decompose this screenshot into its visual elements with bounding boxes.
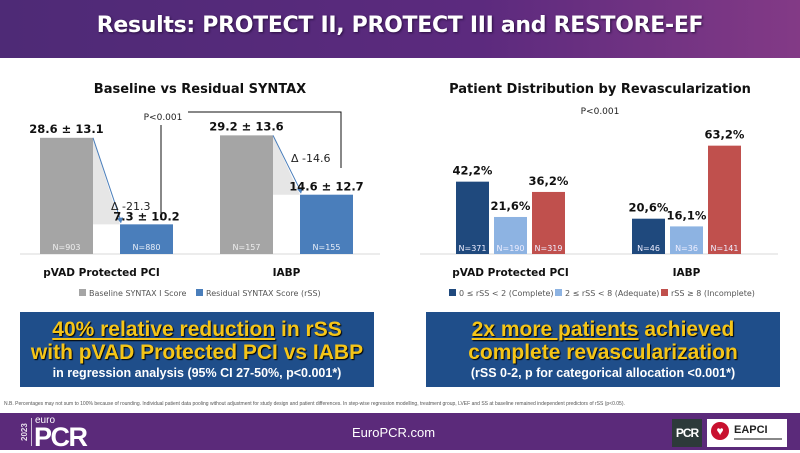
chart-title: Patient Distribution by Revascularizatio… <box>449 82 751 97</box>
logo-euro: euro <box>35 415 56 426</box>
bar-baseline <box>40 137 93 254</box>
chart-title: Baseline vs Residual SYNTAX <box>94 82 306 97</box>
logo-divider <box>31 418 32 446</box>
legend-label: 0 ≤ rSS < 2 (Complete) <box>459 289 554 298</box>
legend-swatch-baseline <box>79 289 86 296</box>
callout-text: in rSS <box>275 318 342 341</box>
bar-incomplete <box>532 191 565 254</box>
n-label: N=371 <box>459 244 487 253</box>
europcr-logo: 2023 euro PCR <box>20 415 110 452</box>
n-label: N=190 <box>497 244 525 253</box>
delta-label: Δ -14.6 <box>291 152 330 165</box>
eapci-logo: ♥ EAPCI <box>707 419 787 447</box>
legend-label-baseline: Baseline SYNTAX I Score <box>89 289 187 298</box>
legend-swatch-residual <box>196 289 203 296</box>
data-label: 63,2% <box>705 128 745 142</box>
data-label-baseline: 29.2 ± 13.6 <box>209 119 283 133</box>
legend-label: rSS ≥ 8 (Incomplete) <box>671 289 755 298</box>
data-label-baseline: 28.6 ± 13.1 <box>29 122 103 136</box>
logo-year: 2023 <box>20 423 29 441</box>
callout-detail: (rSS 0-2, p for categorical allocation <… <box>470 366 736 380</box>
bar-complete <box>632 218 665 254</box>
eapci-subtitle-line <box>734 438 782 440</box>
arrow-head-icon <box>117 217 123 224</box>
website-link[interactable]: EuroPCR.com <box>352 425 436 440</box>
data-label-residual: 7.3 ± 10.2 <box>113 209 179 223</box>
legend-label-residual: Residual SYNTAX Score (rSS) <box>206 289 321 298</box>
arrow-head-icon <box>297 187 303 194</box>
p-value: P<0.001 <box>581 107 620 117</box>
delta-arrow <box>92 137 122 222</box>
data-label: 20,6% <box>629 201 669 215</box>
n-label-baseline: N=903 <box>53 243 81 252</box>
bar-residual <box>120 224 173 254</box>
category-label: IABP <box>673 267 701 279</box>
heart-icon: ♥ <box>711 422 729 440</box>
n-label: N=319 <box>535 244 563 253</box>
legend-swatch <box>449 289 456 296</box>
logo-pcr: PCR <box>34 422 88 452</box>
bar-residual <box>300 194 353 254</box>
footnote: N.B. Percentages may not sum to 100% bec… <box>4 401 625 407</box>
footer: 2023 euro PCR EuroPCR.com PCR ♥ EAPCI <box>0 413 800 452</box>
n-label-residual: N=155 <box>313 243 341 252</box>
slide-title: Results: PROTECT II, PROTECT III and RES… <box>96 13 704 38</box>
callout-detail: in regression analysis (95% CI 27-50%, p… <box>52 366 342 380</box>
bar-baseline <box>220 135 273 254</box>
bar-adequate <box>670 226 703 254</box>
eapci-text: EAPCI <box>734 424 768 436</box>
callout-line2: complete revascularization <box>468 341 738 364</box>
category-label: pVAD Protected PCI <box>43 267 160 279</box>
bar-adequate <box>494 216 527 254</box>
p-value: P<0.001 <box>144 113 183 123</box>
syntax-chart: Baseline vs Residual SYNTAX 28.6 ± 13.1 7.… <box>20 82 380 298</box>
callout-highlight: 40% relative reduction <box>52 318 276 341</box>
n-label: N=36 <box>675 244 698 253</box>
legend-label: 2 ≤ rSS < 8 (Adequate) <box>565 289 659 298</box>
delta-arrow <box>272 135 302 192</box>
pcr-logo: PCR <box>672 419 702 447</box>
n-label-baseline: N=157 <box>233 243 261 252</box>
distribution-chart: Patient Distribution by Revascularizatio… <box>420 82 778 298</box>
n-label: N=141 <box>711 244 739 253</box>
callout-line2: with pVAD Protected PCI vs IABP <box>30 341 364 364</box>
delta-label: Δ -21.3 <box>111 200 150 213</box>
callout-text: achieved <box>638 318 735 341</box>
bar-complete <box>456 181 489 254</box>
data-label: 21,6% <box>491 199 531 213</box>
bar-incomplete <box>708 145 741 254</box>
p-bracket-right <box>188 111 342 168</box>
data-label: 16,1% <box>667 208 707 222</box>
n-label: N=46 <box>637 244 660 253</box>
callout-complete-revasc: 2x more patients achieved complete revas… <box>426 312 780 387</box>
legend-swatch <box>555 289 562 296</box>
data-label: 42,2% <box>453 164 493 178</box>
category-label: IABP <box>273 267 301 279</box>
category-label: pVAD Protected PCI <box>452 267 569 279</box>
legend-swatch <box>661 289 668 296</box>
callout-relative-reduction: 40% relative reduction in rSS with pVAD … <box>20 312 374 387</box>
data-label-residual: 14.6 ± 12.7 <box>289 180 363 194</box>
callout-highlight: 2x more patients <box>471 318 639 341</box>
n-label-residual: N=880 <box>133 243 161 252</box>
delta-shading <box>273 135 300 195</box>
title-bar: Results: PROTECT II, PROTECT III and RES… <box>0 0 800 58</box>
data-label: 36,2% <box>529 174 569 188</box>
